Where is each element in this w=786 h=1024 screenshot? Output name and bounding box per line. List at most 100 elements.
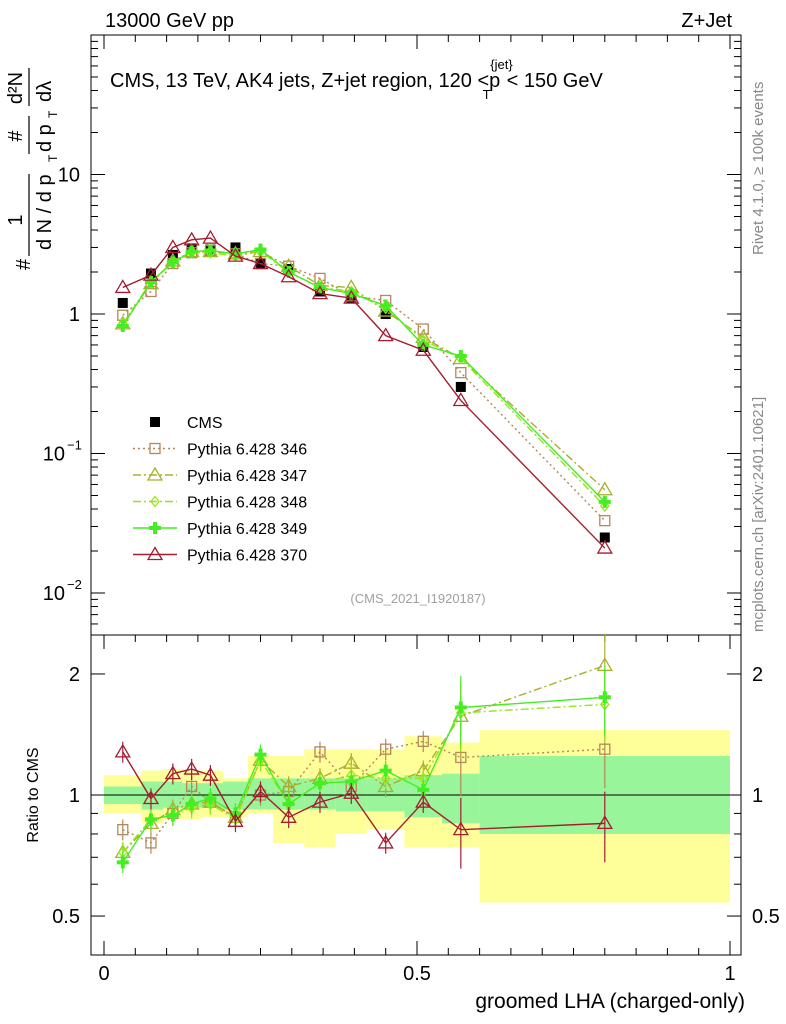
y-tick-label-ratio-right: 1 bbox=[752, 785, 763, 807]
data-point bbox=[380, 772, 391, 785]
x-axis-label: groomed LHA (charged-only) bbox=[475, 990, 745, 1013]
data-point bbox=[343, 289, 360, 304]
y-axis-label-ratio: Ratio to CMS bbox=[25, 747, 42, 842]
title-pt-sub: T bbox=[483, 87, 491, 102]
title-prefix: CMS, 13 TeV, AK4 jets, Z+jet region, 120… bbox=[110, 70, 489, 92]
data-point bbox=[599, 532, 610, 543]
legend: CMS Pythia 6.428 346 Pythia 6.428 347 Pythi… bbox=[133, 415, 307, 565]
data-point bbox=[164, 239, 181, 254]
legend-marker bbox=[146, 466, 164, 481]
data-point bbox=[343, 784, 360, 799]
data-point bbox=[202, 766, 219, 781]
data-point bbox=[596, 815, 613, 830]
data-point bbox=[280, 778, 297, 793]
series-pythia-6-428-349 bbox=[116, 665, 611, 874]
data-point bbox=[415, 341, 432, 356]
data-point bbox=[314, 746, 326, 758]
data-point bbox=[311, 285, 329, 300]
legend-item-pythia-6-428-347: Pythia 6.428 347 bbox=[133, 466, 307, 485]
data-point bbox=[117, 824, 129, 836]
plot-title: CMS, 13 TeV, AK4 jets, Z+jet region, 120… bbox=[110, 57, 603, 102]
y-tick-label-ratio-right: 0.5 bbox=[752, 906, 780, 928]
data-point bbox=[282, 266, 295, 279]
title-pt-sup: {jet} bbox=[490, 57, 513, 72]
data-point bbox=[252, 783, 269, 798]
data-point bbox=[166, 809, 179, 822]
data-point bbox=[166, 256, 179, 269]
data-point bbox=[185, 245, 198, 258]
y-axis-label-main: # 1 d N / d p T # d p T d²N dλ bbox=[5, 68, 60, 270]
y-tick-label-main: 10 bbox=[43, 444, 65, 466]
ylabel-sub-t1: T bbox=[46, 154, 60, 162]
data-point bbox=[596, 539, 613, 554]
ylabel-sub-t2: T bbox=[46, 110, 60, 118]
title-pt-symbol: p bbox=[489, 70, 500, 92]
data-point bbox=[415, 793, 432, 808]
data-point bbox=[116, 856, 129, 869]
series-pythia-6-428-370 bbox=[114, 741, 613, 869]
svg-text:CMS, 13 TeV, AK4 jets, Z+jet r: CMS, 13 TeV, AK4 jets, Z+jet region, 120… bbox=[110, 57, 603, 102]
data-point bbox=[417, 338, 430, 351]
legend-marker bbox=[146, 546, 164, 561]
y-tick-label-main: 10 bbox=[43, 583, 65, 605]
data-point bbox=[598, 495, 611, 508]
series-line bbox=[122, 248, 606, 503]
data-point bbox=[227, 813, 244, 827]
ylabel-frac3-num: d²N bbox=[5, 72, 27, 104]
data-point bbox=[202, 229, 219, 244]
data-point bbox=[380, 743, 392, 755]
x-tick-label: 0.5 bbox=[403, 963, 431, 985]
data-point bbox=[596, 481, 613, 496]
data-point bbox=[117, 297, 128, 308]
data-point bbox=[185, 780, 198, 793]
y-tick-label-ratio: 2 bbox=[69, 664, 80, 686]
rivet-label: Rivet 4.1.0, ≥ 100k events bbox=[750, 82, 767, 255]
y-tick-label-exp: −2 bbox=[67, 577, 82, 592]
data-point bbox=[114, 279, 131, 294]
data-point bbox=[145, 837, 157, 849]
data-point bbox=[417, 323, 429, 335]
data-point bbox=[454, 701, 467, 714]
legend-item-pythia-6-428-349: Pythia 6.428 349 bbox=[133, 521, 307, 538]
y-tick-label-exp: −1 bbox=[67, 438, 82, 453]
ylabel-frac1-num: 1 bbox=[5, 214, 27, 225]
analysis-watermark: (CMS_2021_I1920187) bbox=[350, 591, 485, 606]
legend-label: Pythia 6.428 370 bbox=[187, 548, 307, 565]
title-suffix: < 150 GeV bbox=[507, 70, 604, 92]
legend-item-pythia-6-428-346: Pythia 6.428 346 bbox=[133, 442, 307, 459]
y-tick-label-ratio: 0.5 bbox=[52, 906, 80, 928]
data-point bbox=[142, 266, 160, 281]
data-point bbox=[599, 743, 611, 755]
data-point bbox=[417, 735, 429, 747]
data-point bbox=[145, 268, 156, 279]
legend-item-pythia-6-428-370: Pythia 6.428 370 bbox=[133, 546, 307, 565]
legend-label: Pythia 6.428 348 bbox=[187, 495, 307, 512]
x-tick-label: 0 bbox=[98, 963, 109, 985]
data-point bbox=[116, 320, 129, 333]
legend-label: Pythia 6.428 346 bbox=[187, 442, 307, 459]
data-point bbox=[252, 255, 269, 270]
data-point bbox=[204, 792, 217, 805]
data-point bbox=[345, 287, 358, 300]
legend-marker bbox=[150, 495, 160, 508]
data-point bbox=[142, 790, 160, 805]
ylabel-frac2-num: # bbox=[5, 130, 27, 142]
y-tick-label-ratio: 1 bbox=[69, 785, 80, 807]
data-point bbox=[452, 392, 469, 407]
y-tick-label-main: 10 bbox=[58, 165, 80, 187]
data-point bbox=[377, 327, 394, 342]
y-tick-label-ratio-right: 2 bbox=[752, 664, 763, 686]
header-left: 13000 GeV pp bbox=[105, 10, 234, 32]
data-point bbox=[114, 743, 131, 758]
data-point bbox=[229, 247, 242, 260]
data-point bbox=[164, 765, 181, 780]
ylabel-frac1-den: d N / d p bbox=[34, 174, 56, 250]
data-point bbox=[227, 247, 244, 262]
data-point bbox=[311, 793, 329, 808]
data-point bbox=[183, 760, 200, 775]
series-lines bbox=[114, 229, 613, 874]
data-point bbox=[455, 381, 466, 392]
